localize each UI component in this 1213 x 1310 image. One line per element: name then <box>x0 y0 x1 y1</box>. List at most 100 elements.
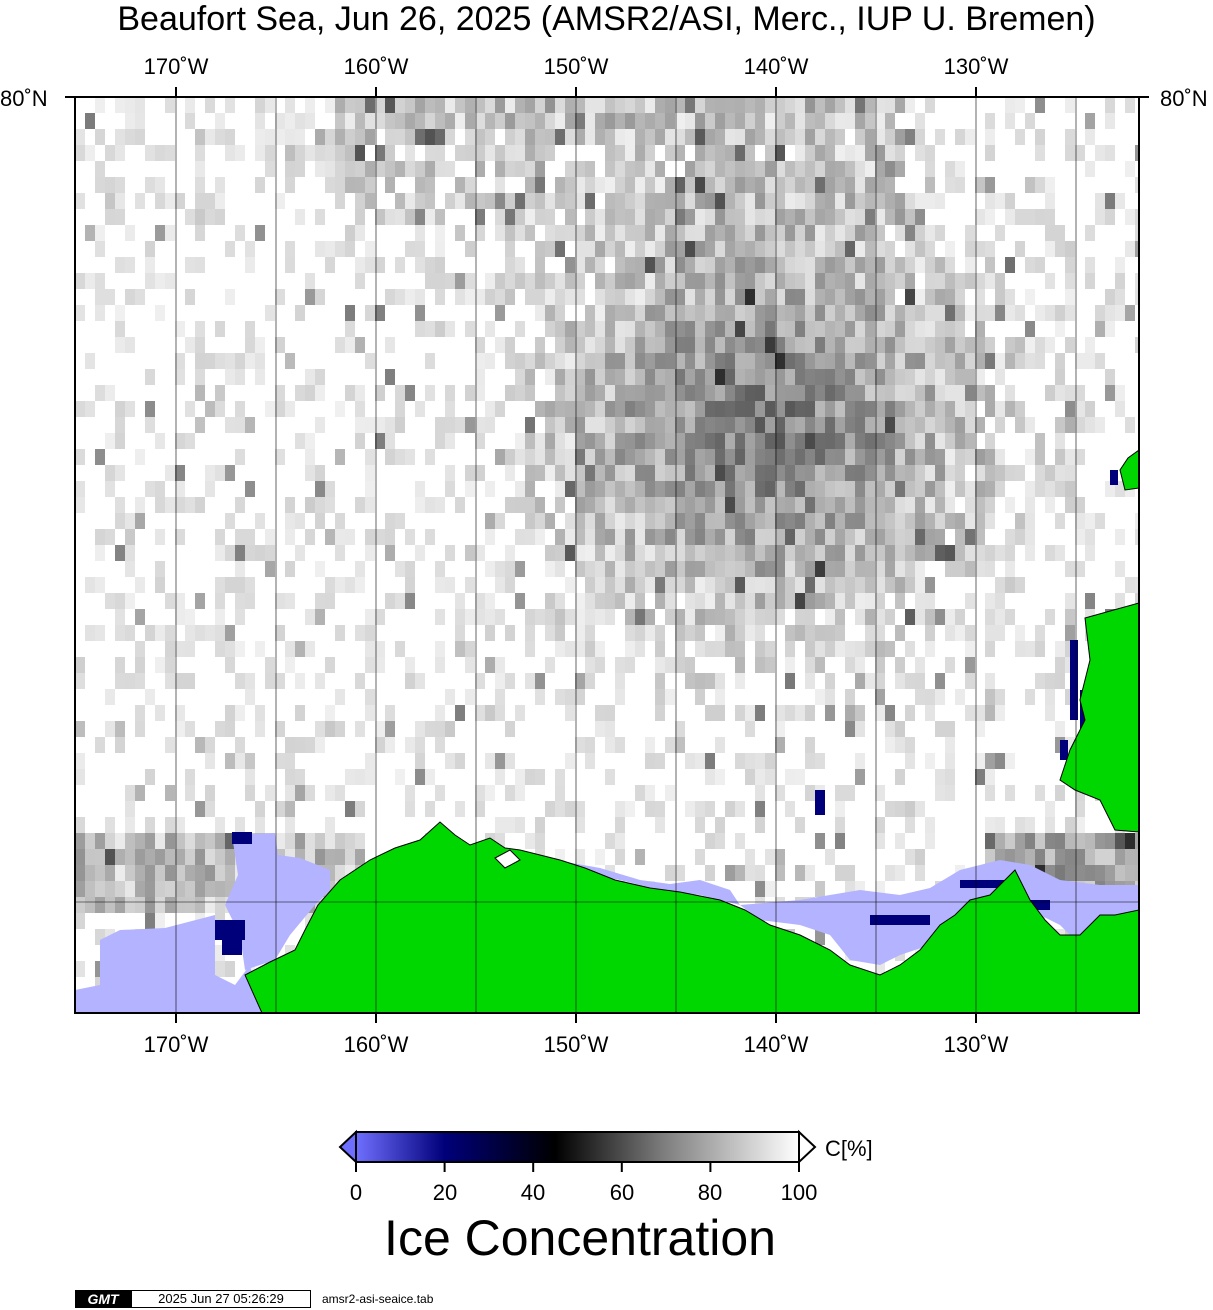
ice-cell <box>1065 849 1075 865</box>
ice-cell <box>1075 449 1085 465</box>
ice-cell <box>695 465 705 481</box>
ice-cell <box>445 97 455 113</box>
ice-cell <box>615 369 625 385</box>
ice-cell <box>135 97 145 113</box>
ice-cell <box>865 545 875 561</box>
ice-cell <box>815 465 825 481</box>
ice-cell <box>475 801 485 817</box>
ice-cell <box>775 97 785 113</box>
ice-cell <box>935 673 945 689</box>
ice-cell <box>225 625 235 641</box>
ice-cell <box>125 561 135 577</box>
ice-cell <box>775 113 785 129</box>
ice-cell <box>1105 97 1115 113</box>
ice-cell <box>875 161 885 177</box>
ice-cell <box>195 321 205 337</box>
ice-cell <box>835 417 845 433</box>
ice-cell <box>1015 417 1025 433</box>
ice-cell <box>635 593 645 609</box>
ice-cell <box>615 337 625 353</box>
ice-cell <box>735 753 745 769</box>
ice-cell <box>975 513 985 529</box>
ice-cell <box>605 177 615 193</box>
ice-cell <box>965 593 975 609</box>
ice-cell <box>855 769 865 785</box>
ice-cell <box>75 129 85 145</box>
ice-cell <box>1065 241 1075 257</box>
ice-cell <box>705 449 715 465</box>
ice-cell <box>935 353 945 369</box>
ice-cell <box>525 209 535 225</box>
ice-cell <box>525 145 535 161</box>
ice-cell <box>635 417 645 433</box>
ice-cell <box>675 305 685 321</box>
ice-cell <box>1065 129 1075 145</box>
ice-cell <box>755 353 765 369</box>
ice-cell <box>955 305 965 321</box>
ice-cell <box>405 737 415 753</box>
ice-cell <box>545 417 555 433</box>
ice-cell <box>355 769 365 785</box>
graticule <box>75 97 1139 1013</box>
ice-cell <box>1015 641 1025 657</box>
ice-cell <box>105 689 115 705</box>
ice-cell <box>525 193 535 209</box>
ice-cell <box>485 705 495 721</box>
ice-cell <box>715 129 725 145</box>
ice-cell <box>705 641 715 657</box>
ice-cell <box>1095 209 1105 225</box>
ice-cell <box>145 689 155 705</box>
ice-cell <box>485 561 495 577</box>
ice-cell <box>945 753 955 769</box>
ice-cell <box>265 785 275 801</box>
ice-cell <box>475 113 485 129</box>
ice-cell <box>565 641 575 657</box>
ice-cell <box>785 801 795 817</box>
ice-cell <box>985 641 995 657</box>
ice-cell <box>835 113 845 129</box>
ice-cell <box>425 385 435 401</box>
colorbar <box>338 1129 817 1172</box>
ice-cell <box>665 657 675 673</box>
ice-cell <box>235 641 245 657</box>
ice-cell <box>935 321 945 337</box>
ice-cell <box>905 801 915 817</box>
ice-cell <box>85 577 95 593</box>
ice-cell <box>695 97 705 113</box>
ice-cell <box>555 529 565 545</box>
ice-cell <box>685 353 695 369</box>
colorbar-tick-0: 0 <box>349 1180 363 1205</box>
ice-cell <box>665 865 675 881</box>
ice-cell <box>905 433 915 449</box>
ice-cell <box>265 401 275 417</box>
ice-cell <box>95 625 105 641</box>
ice-cell <box>525 465 535 481</box>
ice-cell <box>425 769 435 785</box>
ice-cell <box>95 849 105 865</box>
ice-cell <box>615 689 625 705</box>
ice-cell <box>815 433 825 449</box>
ice-cell <box>615 513 625 529</box>
ice-cell <box>305 113 315 129</box>
ice-cell <box>125 529 135 545</box>
ice-cell <box>435 113 445 129</box>
ice-cell <box>185 497 195 513</box>
ice-cell <box>695 561 705 577</box>
ice-cell <box>435 129 445 145</box>
ice-cell <box>665 129 675 145</box>
ice-cell <box>185 769 195 785</box>
ice-cell <box>565 417 575 433</box>
ice-cell <box>655 417 665 433</box>
ice-cell <box>995 193 1005 209</box>
ice-cell <box>455 641 465 657</box>
ice-cell <box>925 641 935 657</box>
ice-cell <box>485 417 495 433</box>
ice-cell <box>395 209 405 225</box>
ice-cell <box>285 129 295 145</box>
ice-cell <box>485 513 495 529</box>
ice-cell <box>385 593 395 609</box>
ice-cell <box>935 481 945 497</box>
ice-cell <box>815 481 825 497</box>
ice-cell <box>885 177 895 193</box>
ice-cell <box>285 801 295 817</box>
